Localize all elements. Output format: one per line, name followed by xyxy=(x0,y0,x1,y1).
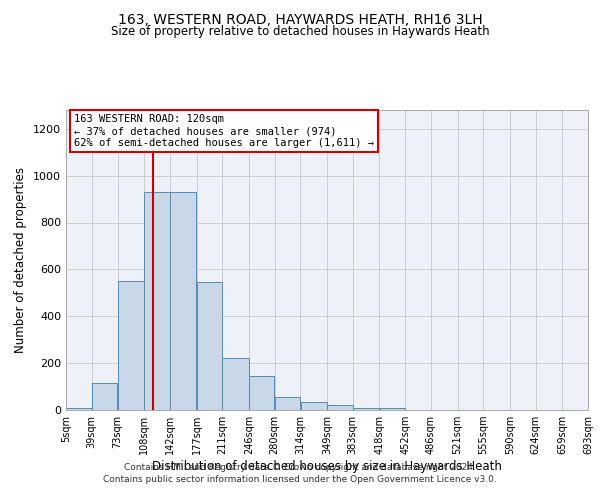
Bar xyxy=(327,405,353,410)
Text: Size of property relative to detached houses in Haywards Heath: Size of property relative to detached ho… xyxy=(110,25,490,38)
Text: Contains public sector information licensed under the Open Government Licence v3: Contains public sector information licen… xyxy=(103,475,497,484)
Bar xyxy=(118,281,144,410)
Text: 163 WESTERN ROAD: 120sqm
← 37% of detached houses are smaller (974)
62% of semi-: 163 WESTERN ROAD: 120sqm ← 37% of detach… xyxy=(74,114,374,148)
Bar xyxy=(249,376,274,410)
Bar xyxy=(66,408,92,410)
Y-axis label: Number of detached properties: Number of detached properties xyxy=(14,167,28,353)
Bar xyxy=(301,402,327,410)
Bar xyxy=(275,397,300,410)
X-axis label: Distribution of detached houses by size in Haywards Heath: Distribution of detached houses by size … xyxy=(152,460,502,473)
Bar xyxy=(353,408,379,410)
Bar xyxy=(170,192,196,410)
Bar xyxy=(380,408,405,410)
Bar xyxy=(92,383,118,410)
Bar xyxy=(145,192,170,410)
Text: 163, WESTERN ROAD, HAYWARDS HEATH, RH16 3LH: 163, WESTERN ROAD, HAYWARDS HEATH, RH16 … xyxy=(118,12,482,26)
Bar xyxy=(197,282,222,410)
Text: Contains HM Land Registry data © Crown copyright and database right 2024.: Contains HM Land Registry data © Crown c… xyxy=(124,464,476,472)
Bar xyxy=(223,358,248,410)
